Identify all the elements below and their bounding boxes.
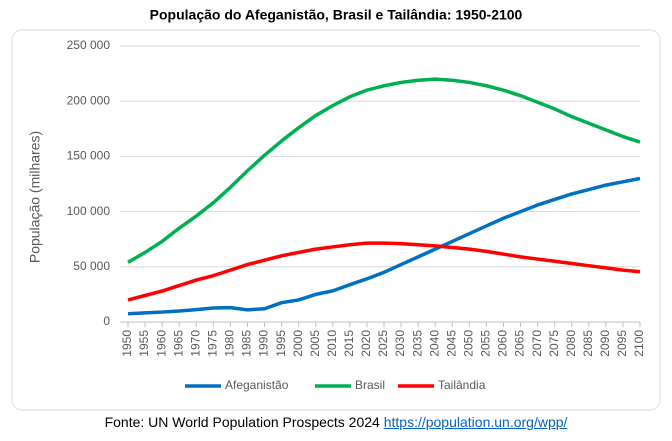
chart-title: População do Afeganistão, Brasil e Tailâ… [150, 7, 523, 23]
x-tick-label: 2065 [513, 330, 527, 357]
x-tick-label: 2040 [427, 330, 441, 357]
series-line [127, 241, 641, 302]
x-tick-label: 1950 [120, 330, 134, 357]
x-tick-label: 2000 [291, 330, 305, 357]
chart: População do Afeganistão, Brasil e Tailâ… [11, 7, 661, 411]
series-line [127, 77, 641, 264]
x-tick-label: 2055 [479, 330, 493, 357]
y-tick-label: 0 [103, 314, 110, 328]
x-tick-label: 2075 [547, 330, 561, 357]
x-tick-label: 1965 [171, 330, 185, 357]
y-tick-label: 200 000 [67, 93, 111, 107]
legend-label: Afeganistão [225, 378, 289, 392]
footer-link[interactable]: https://population.un.org/wpp/ [383, 414, 568, 430]
legend-label: Tailândia [438, 378, 486, 392]
y-tick-label: 150 000 [67, 149, 111, 163]
x-tick-label: 2050 [462, 330, 476, 357]
x-tick-label: 2085 [581, 330, 595, 357]
x-tick-label: 2060 [496, 330, 510, 357]
x-tick-label: 1975 [206, 330, 220, 357]
x-tick-label: 2080 [564, 330, 578, 357]
y-tick-label: 50 000 [73, 259, 110, 273]
chart-frame [11, 29, 661, 411]
x-tick-label: 2035 [410, 330, 424, 357]
x-tick-label: 1995 [274, 330, 288, 357]
x-tick-label: 2095 [615, 330, 629, 357]
x-tick-label: 1990 [257, 330, 271, 357]
x-tick-label: 2015 [342, 330, 356, 357]
x-tick-label: 1980 [223, 330, 237, 357]
y-tick-label: 250 000 [67, 38, 111, 52]
x-tick-label: 1955 [137, 330, 151, 357]
x-tick-label: 1985 [240, 330, 254, 357]
x-tick-label: 1960 [154, 330, 168, 357]
footer-text: Fonte: UN World Population Prospects 202… [104, 414, 380, 430]
x-tick-label: 2030 [393, 330, 407, 357]
y-tick-label: 100 000 [67, 204, 111, 218]
x-tick-label: 2020 [359, 330, 373, 357]
x-tick-label: 2090 [598, 330, 612, 357]
x-tick-label: 2005 [308, 330, 322, 357]
x-tick-label: 2045 [444, 330, 458, 357]
x-tick-label: 2010 [325, 330, 339, 357]
x-tick-label: 2025 [376, 330, 390, 357]
y-axis-label: População (milhares) [27, 131, 43, 263]
x-tick-label: 1970 [188, 330, 202, 357]
x-tick-label: 2100 [632, 330, 646, 357]
footer: Fonte: UN World Population Prospects 202… [0, 414, 672, 430]
legend-label: Brasil [355, 378, 385, 392]
x-tick-label: 2070 [530, 330, 544, 357]
series-line [127, 176, 641, 316]
